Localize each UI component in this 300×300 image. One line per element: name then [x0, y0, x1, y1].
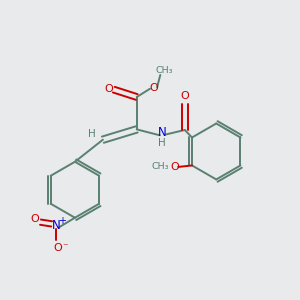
- Text: O: O: [104, 84, 113, 94]
- Text: CH₃: CH₃: [156, 66, 173, 75]
- Text: O: O: [53, 243, 62, 253]
- Text: +: +: [58, 216, 66, 226]
- Text: H: H: [88, 129, 96, 139]
- Text: N: N: [158, 126, 166, 139]
- Text: N: N: [51, 219, 60, 232]
- Text: O: O: [180, 91, 189, 101]
- Text: O: O: [149, 83, 158, 94]
- Text: CH₃: CH₃: [152, 162, 169, 171]
- Text: H: H: [158, 138, 166, 148]
- Text: O: O: [170, 162, 179, 172]
- Text: O: O: [30, 214, 39, 224]
- Text: ⁻: ⁻: [62, 242, 68, 252]
